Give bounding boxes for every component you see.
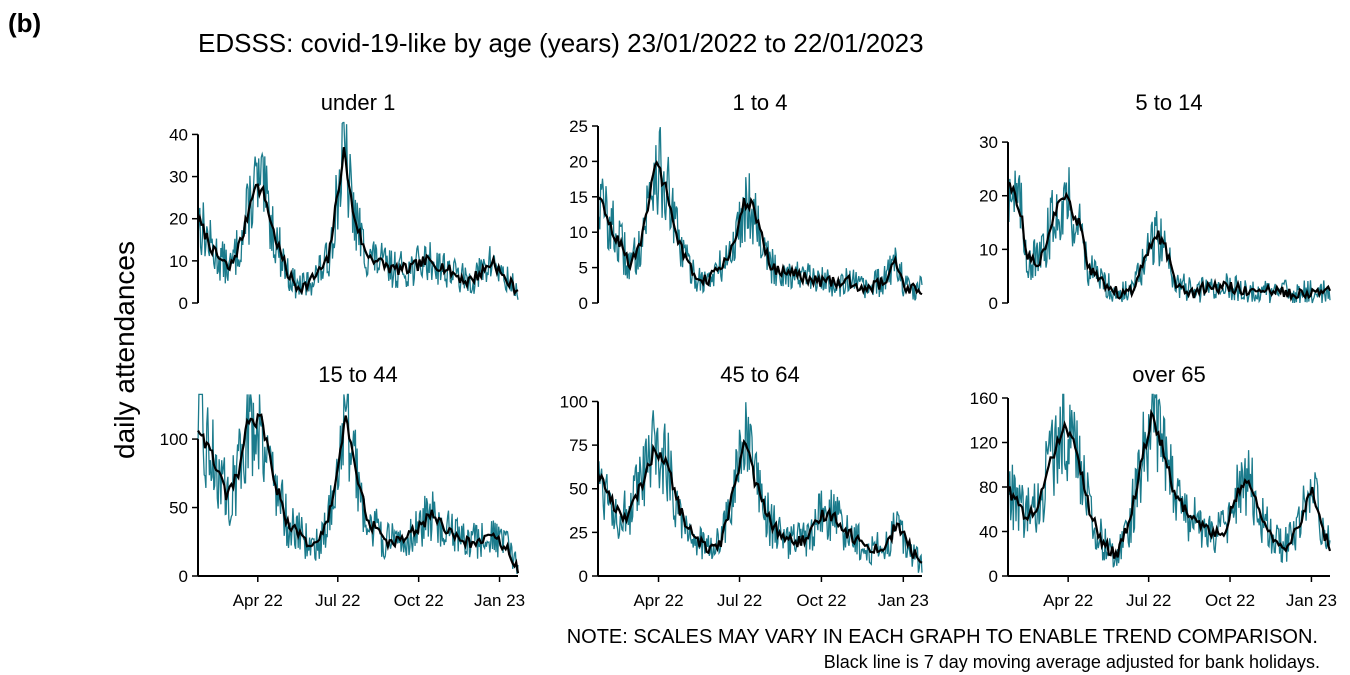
moving-average-series: [597, 160, 923, 296]
daily-series: [1007, 167, 1331, 304]
moving-average-series: [196, 147, 519, 296]
moving-average-caption: Black line is 7 day moving average adjus…: [823, 652, 1320, 672]
panel-under-1: under 1 0 10 20 30 40: [169, 90, 519, 313]
x-tick-label: Apr 22: [633, 591, 683, 610]
x-tick-label: Jan 23: [1286, 591, 1337, 610]
moving-average-series: [1007, 181, 1332, 302]
y-tick-label: 20: [569, 152, 588, 171]
x-tick-label: Jan 23: [474, 591, 525, 610]
y-tick-label: 75: [569, 436, 588, 455]
y-tick-label: 50: [569, 480, 588, 499]
x-tick-label: Apr 22: [1043, 591, 1093, 610]
moving-average-series: [1006, 408, 1332, 559]
y-tick-label: 0: [989, 294, 998, 313]
y-tick-label: 0: [179, 294, 188, 313]
panel-label: (b): [8, 8, 42, 38]
y-tick-label: 0: [989, 567, 998, 586]
y-tick-label: 20: [979, 187, 998, 206]
x-tick-label: Oct 22: [1205, 591, 1255, 610]
daily-series: [1008, 393, 1331, 568]
y-tick-label: 40: [169, 125, 188, 144]
panel-title: 5 to 14: [1135, 90, 1202, 115]
panel-title: 15 to 44: [318, 362, 398, 387]
daily-series: [597, 402, 923, 573]
y-tick-label: 30: [979, 133, 998, 152]
panel-1-to-4: 1 to 4 0 5 10 15 20 25: [569, 90, 923, 313]
y-tick-label: 100: [160, 430, 188, 449]
panel-45-to-64: 45 to 64 0 25 50 75 100 Apr 22 Jul 22 Oct 22 Jan …: [560, 362, 929, 610]
x-tick-label: Jan 23: [878, 591, 929, 610]
y-tick-label: 20: [169, 210, 188, 229]
panel-over-65: over 65 0 40 80 120 160 Apr 22 Jul 22 Oct 22 Jan …: [970, 362, 1337, 610]
y-tick-label: 0: [179, 567, 188, 586]
chart-title: EDSSS: covid-19-like by age (years) 23/0…: [198, 28, 924, 58]
panel-title: 45 to 64: [720, 362, 800, 387]
moving-average-series: [596, 438, 923, 564]
y-tick-label: 0: [579, 294, 588, 313]
x-tick-label: Oct 22: [394, 591, 444, 610]
x-tick-label: Jul 22: [717, 591, 762, 610]
panel-title: 1 to 4: [732, 90, 787, 115]
y-tick-label: 10: [569, 223, 588, 242]
y-tick-label: 160: [970, 389, 998, 408]
y-tick-label: 100: [560, 392, 588, 411]
y-tick-label: 50: [169, 499, 188, 518]
x-tick-label: Apr 22: [233, 591, 283, 610]
y-tick-label: 10: [979, 240, 998, 259]
panel-5-to-14: 5 to 14 0 10 20 30: [979, 90, 1332, 313]
y-tick-label: 40: [979, 523, 998, 542]
y-tick-label: 25: [569, 117, 588, 136]
scale-note: NOTE: SCALES MAY VARY IN EACH GRAPH TO E…: [566, 626, 1318, 648]
x-tick-label: Jul 22: [1126, 591, 1171, 610]
daily-series: [197, 121, 519, 300]
y-tick-label: 80: [979, 478, 998, 497]
panel-15-to-44: 15 to 44 0 50 100 Apr 22 Jul 22 Oct 22 Jan 23: [160, 362, 525, 610]
y-tick-label: 10: [169, 252, 188, 271]
y-tick-label: 5: [579, 259, 588, 278]
y-tick-label: 15: [569, 188, 588, 207]
y-tick-label: 0: [579, 567, 588, 586]
y-tick-label: 30: [169, 168, 188, 187]
moving-average-series: [197, 412, 520, 574]
panel-title: under 1: [321, 90, 396, 115]
y-tick-label: 120: [970, 434, 998, 453]
y-tick-label: 25: [569, 523, 588, 542]
x-tick-label: Jul 22: [315, 591, 360, 610]
panel-title: over 65: [1132, 362, 1205, 387]
x-tick-label: Oct 22: [796, 591, 846, 610]
